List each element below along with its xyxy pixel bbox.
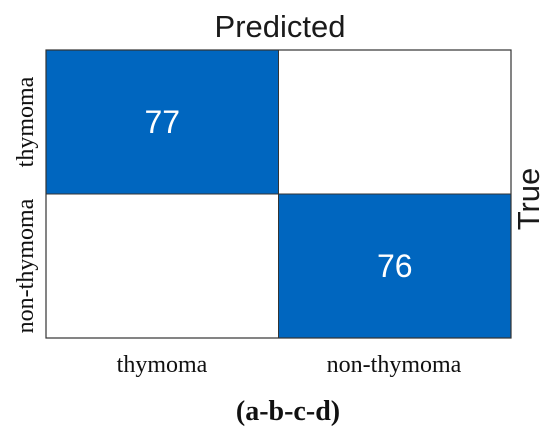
matrix-value-r1-c1: 76	[377, 248, 413, 284]
matrix-value-r0-c0: 77	[144, 104, 180, 140]
matrix-cell-r1-c1	[278, 193, 512, 339]
matrix-cells: 77 76	[45, 49, 512, 339]
x-tick-label-thymoma: thymoma	[117, 352, 208, 378]
chart-title: Predicted	[215, 9, 346, 44]
y-tick-label-non-thymoma: non-thymoma	[13, 198, 39, 333]
y-axis-label: True	[511, 168, 546, 231]
matrix-cell-r0-c1	[278, 49, 512, 195]
matrix-frame	[45, 49, 512, 339]
matrix-cell-r1-c0	[45, 193, 279, 339]
matrix-cell-r0-c0	[45, 49, 279, 195]
y-tick-label-thymoma: thymoma	[13, 76, 39, 167]
figure-caption: (a-b-c-d)	[236, 396, 340, 427]
x-tick-label-non-thymoma: non-thymoma	[327, 352, 462, 378]
